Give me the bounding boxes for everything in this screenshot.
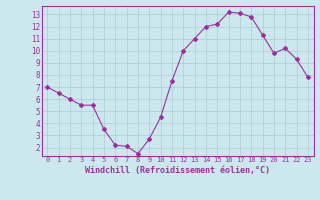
X-axis label: Windchill (Refroidissement éolien,°C): Windchill (Refroidissement éolien,°C): [85, 166, 270, 175]
